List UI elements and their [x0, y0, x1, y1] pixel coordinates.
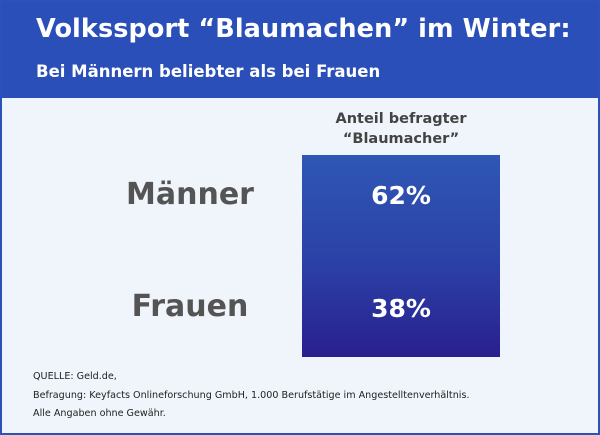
- column-header-line-1: Anteil befragter: [335, 111, 467, 127]
- chart-title: Volkssport “Blaumachen” im Winter:: [36, 14, 571, 44]
- source-note: QUELLE: Geld.de,: [33, 371, 117, 382]
- footer-notes: QUELLE: Geld.de, Befragung: Keyfacts Onl…: [33, 368, 593, 424]
- category-label: Frauen: [131, 289, 249, 324]
- value-box: [302, 155, 500, 357]
- column-header-line-2: “Blaumacher”: [342, 131, 460, 147]
- chart-subtitle: Bei Männern beliebter als bei Frauen: [36, 62, 381, 81]
- category-label: Männer: [126, 177, 254, 212]
- column-header: Anteil befragter “Blaumacher”: [302, 109, 500, 149]
- value-label: 62%: [371, 181, 431, 210]
- header-banner: Volkssport “Blaumachen” im Winter: Bei M…: [2, 2, 598, 98]
- value-label: 38%: [371, 294, 431, 323]
- survey-note: Befragung: Keyfacts Onlineforschung GmbH…: [33, 389, 470, 401]
- disclaimer-note: Alle Angaben ohne Gewähr.: [33, 408, 166, 419]
